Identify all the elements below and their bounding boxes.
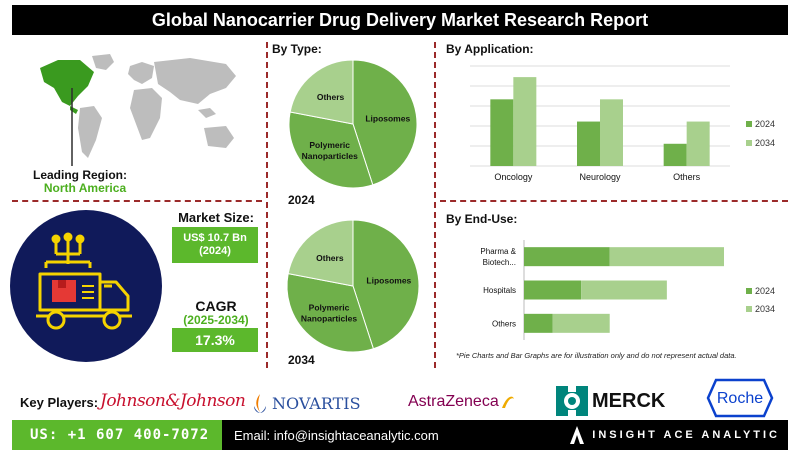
footer-bar: US: +1 607 400-7072 Email: info@insighta… [12,420,788,450]
by-end-use-title: By End-Use: [446,212,518,226]
end-use-legend-swatch-2024 [746,288,752,294]
pie-label-others: Others [316,253,344,263]
end-use-bar-chart: Pharma & Biotech... Hospitals Others 2024 203… [480,240,775,340]
app-legend-swatch-2024 [746,121,752,127]
footer-phone: US: +1 607 400-7072 [12,420,222,450]
pie-label-polymeric-nanoparticles: Polymeric [309,140,350,150]
disclaimer-note: *Pie Charts and Bar Graphs are for illus… [456,351,737,360]
pie-slice-polymeric-nanoparticles [288,111,374,189]
application-bar-chart: Oncology Neurology Others 2024 2034 [470,65,775,182]
market-size-label: Market Size: [178,210,254,225]
insight-ace-logo-icon [570,426,585,444]
pie-label-polymeric-nanoparticles: Nanoparticles [302,151,358,161]
end-use-bar-0-2024 [524,247,610,267]
leading-region-value: North America [43,181,127,195]
pie-2024-year: 2024 [288,193,315,207]
end-use-bar-2-2034 [552,313,610,333]
astrazeneca-swirl-icon [501,396,514,408]
divider-left-horizontal [12,200,262,202]
end-use-legend-label-2024: 2024 [755,286,775,296]
pie-slice-others [287,219,354,287]
divider-left [266,42,268,368]
app-legend-swatch-2034 [746,140,752,146]
app-bar-neurology-2034 [600,99,623,166]
logo-novartis: NOVARTIS [252,392,361,414]
end-use-tick-label: Hospitals [483,286,516,295]
merck-emblem-icon [556,386,588,416]
pie-2034-year: 2034 [288,353,315,367]
pie-label-liposomes: Liposomes [366,275,411,285]
end-use-bar-1-2024 [524,280,582,300]
by-application-title: By Application: [446,42,534,56]
app-tick-label: Neurology [579,172,621,182]
end-use-tick-label: Biotech... [483,258,516,267]
divider-right-horizontal [440,200,788,202]
market-size-value: US$ 10.7 Bn [183,232,247,244]
divider-right [434,42,436,368]
logo-roche: Roche [706,378,774,418]
logo-johnson-and-johnson: Johnson&Johnson [100,391,246,411]
end-use-bar-0-2034 [609,247,724,267]
pie-label-liposomes: Liposomes [365,113,410,123]
by-type-title: By Type: [272,42,322,56]
novartis-wordmark: NOVARTIS [272,393,361,413]
footer-brand: INSIGHT ACE ANALYTIC [570,420,780,450]
end-use-bar-1-2034 [581,280,667,300]
pie-slice-polymeric-nanoparticles [286,273,375,353]
leading-region-label: Leading Region: [33,168,127,182]
pie-label-polymeric-nanoparticles: Polymeric [309,303,350,313]
app-bar-oncology-2034 [513,77,537,166]
pie-slice-liposomes [352,59,418,186]
end-use-bar-2-2024 [524,313,553,333]
footer-brand-text: INSIGHT ACE ANALYTIC [592,429,780,441]
cagr-value: 17.3% [172,328,258,352]
end-use-legend-swatch-2034 [746,306,752,312]
pie-label-polymeric-nanoparticles: Nanoparticles [301,314,357,324]
footer-email: Email: info@insightaceanalytic.com [234,427,439,443]
pie-label-others: Others [317,92,345,102]
merck-wordmark: MERCK [592,389,666,412]
world-map [40,54,236,166]
app-bar-others-2024 [663,143,687,166]
logo-astrazeneca: AstraZeneca [408,393,517,411]
market-size-year: (2024) [199,245,231,257]
app-bar-others-2034 [686,121,710,166]
logo-merck: MERCK [556,386,665,416]
delivery-truck-icon [10,210,162,362]
app-tick-label: Oncology [494,172,533,182]
app-tick-label: Others [673,172,701,182]
cagr-label: CAGR [195,298,237,314]
app-bar-neurology-2024 [577,121,600,166]
market-size-box: US$ 10.7 Bn (2024) [172,227,258,263]
roche-wordmark: Roche [717,390,763,407]
app-legend-label-2034: 2034 [755,138,775,148]
pie-slice-liposomes [352,219,420,350]
report-title: Global Nanocarrier Drug Delivery Market … [12,5,788,35]
cagr-period: (2025-2034) [183,313,249,327]
novartis-flame-icon [254,394,266,413]
app-bar-oncology-2024 [490,99,514,166]
pie-slice-others [289,59,354,125]
end-use-tick-label: Pharma & [480,247,516,256]
astrazeneca-wordmark: AstraZeneca [408,393,499,410]
end-use-legend-label-2034: 2034 [755,304,775,314]
key-players-label: Key Players: [20,395,99,410]
end-use-tick-label: Others [492,319,516,328]
app-legend-label-2024: 2024 [755,119,775,129]
